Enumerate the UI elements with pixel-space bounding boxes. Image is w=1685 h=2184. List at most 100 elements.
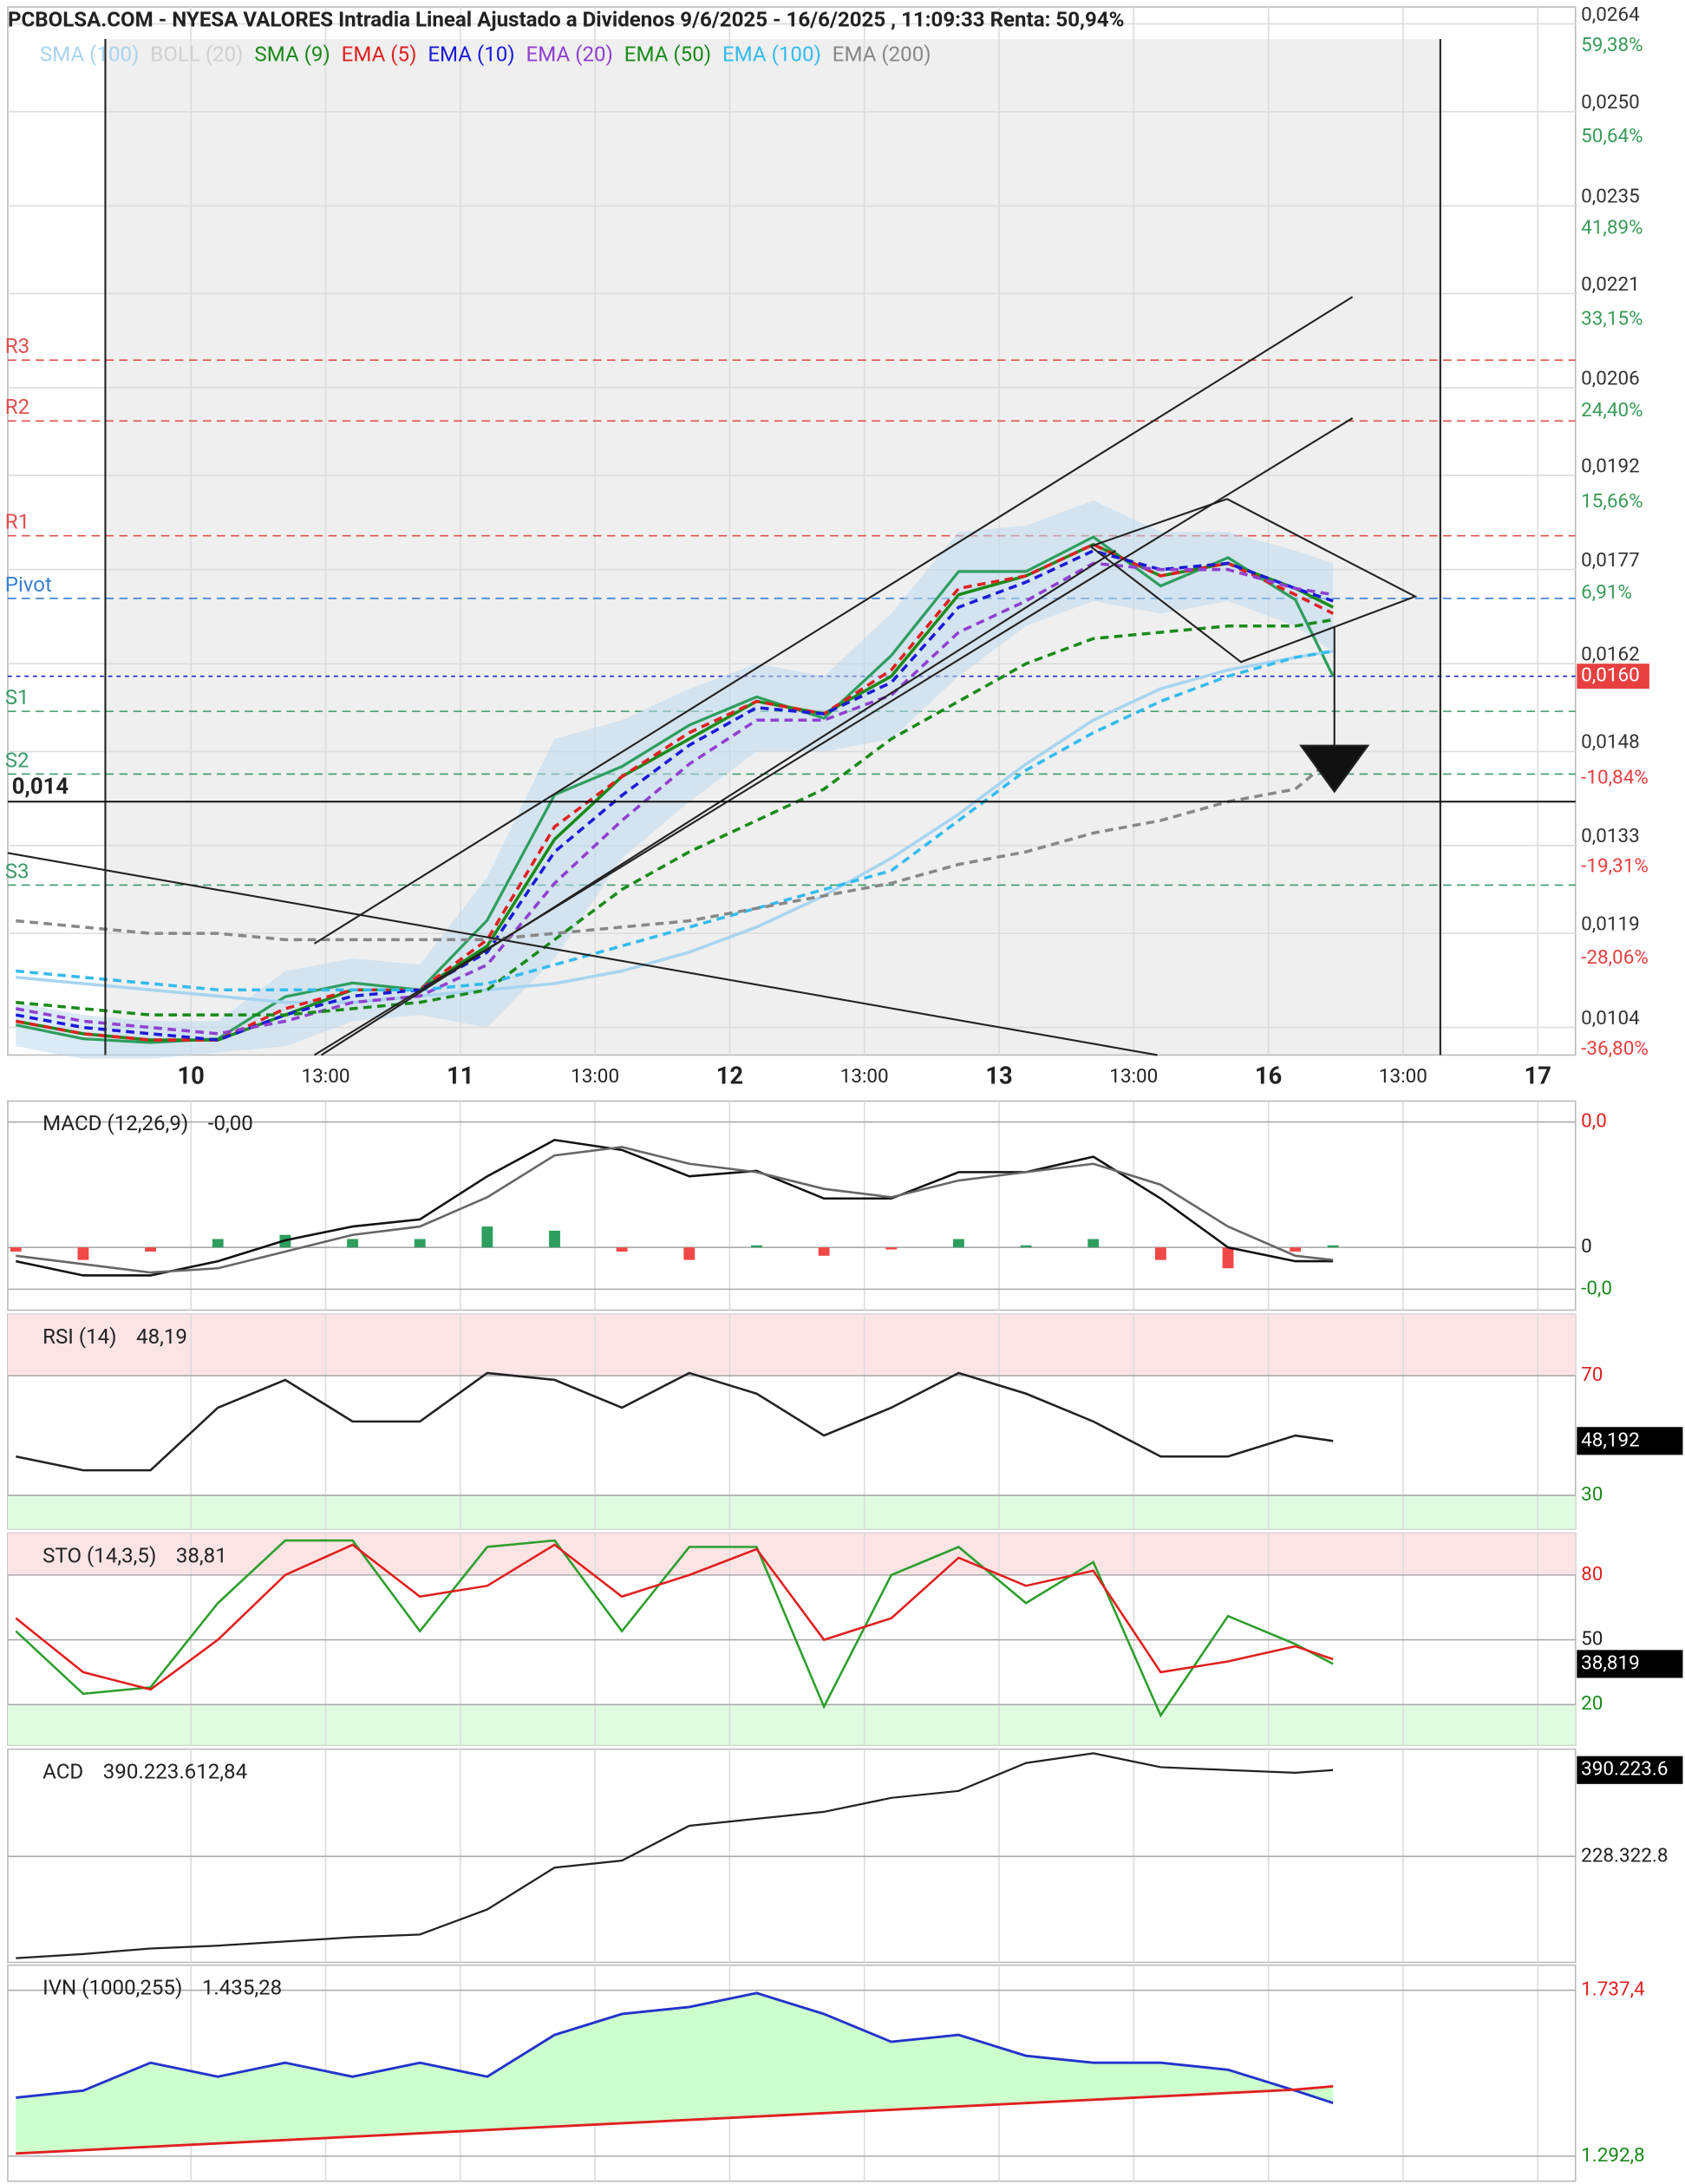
legend-entry: EMA (20)	[526, 43, 613, 67]
y2-tick-label: 59,38%	[1581, 34, 1643, 56]
x-tick-label: 13:00	[1379, 1065, 1427, 1088]
overbought-zone	[7, 1533, 1576, 1575]
channel-line	[320, 549, 1117, 1056]
series-line	[16, 1752, 1334, 1959]
x-tick-label: 10	[178, 1062, 205, 1089]
y2-tick-label: -19,31%	[1581, 855, 1649, 878]
x-tick-label: 11	[447, 1062, 473, 1089]
y-tick-label: 0,0177	[1581, 549, 1640, 572]
y-tick-label: 50	[1581, 1628, 1603, 1651]
panel-value: -0,00	[208, 1111, 253, 1135]
panel-value: 48,19	[136, 1324, 187, 1349]
histogram-bar	[1290, 1247, 1302, 1252]
series-line	[16, 1146, 1334, 1274]
pivot-label: R1	[5, 510, 29, 534]
series-line	[15, 1543, 1334, 1691]
grid-layer	[7, 6, 1577, 2182]
plot-layer	[10, 500, 1339, 2155]
last-value-tag	[1577, 1650, 1683, 1678]
panel-frame	[7, 1100, 1577, 1311]
panel-label: ACD	[42, 1759, 83, 1783]
panel-value: 390.223.612,84	[103, 1759, 247, 1783]
series-line	[16, 1991, 1334, 2104]
legend-entry: BOLL (20)	[150, 43, 243, 67]
x-tick-label: 17	[1525, 1062, 1551, 1089]
x-tick-label: 16	[1255, 1062, 1282, 1089]
y-tick-label: 0,0250	[1581, 91, 1640, 114]
legend-entry: SMA (9)	[254, 43, 330, 67]
y-tick-label: 1.292,8	[1581, 2144, 1645, 2167]
series-line	[16, 1138, 1334, 1277]
legend-entry: EMA (50)	[624, 43, 711, 67]
x-tick-label: 13	[985, 1062, 1012, 1089]
series-line	[16, 756, 1335, 942]
histogram-bar	[212, 1239, 224, 1248]
y-tick-label: 228.322.8	[1581, 1844, 1668, 1867]
oversold-zone	[7, 1704, 1576, 1745]
histogram-bar	[1154, 1247, 1166, 1260]
oversold-zone	[7, 1495, 1576, 1529]
legend-entry: EMA (200)	[833, 43, 931, 67]
x-tick-label: 13:00	[840, 1065, 889, 1088]
y2-tick-label: 6,91%	[1581, 581, 1632, 604]
series-line	[15, 561, 1334, 1036]
panel-value: 1.435,28	[202, 1975, 282, 1999]
legend-entry: SMA (100)	[40, 43, 140, 67]
histogram-bar	[549, 1230, 560, 1248]
triangle-pattern	[1089, 498, 1418, 664]
y-tick-label: 20	[1581, 1692, 1603, 1715]
panel-label: IVN (1000,255)	[42, 1975, 182, 1999]
chart-title: PCBOLSA.COM - NYESA VALORES Intradia Lin…	[8, 7, 1124, 31]
y-tick-label: 0,0162	[1581, 643, 1640, 665]
band-fill	[16, 1992, 1334, 2154]
y2-tick-label: -36,80%	[1581, 1037, 1649, 1060]
x-tick-label: 13:00	[1109, 1065, 1158, 1088]
last-value-label: 48,192	[1581, 1429, 1640, 1451]
panel-frame	[7, 1964, 1577, 2182]
histogram-bar	[616, 1247, 628, 1252]
x-tick-label: 13:00	[571, 1065, 619, 1088]
y-tick-label: 0,0119	[1581, 912, 1640, 935]
y2-tick-label: 33,15%	[1581, 308, 1643, 330]
y-tick-label: -0,0	[1581, 1277, 1612, 1299]
panel-label: STO (14,3,5)	[42, 1543, 156, 1567]
last-price-label: 0,0160	[1581, 664, 1640, 687]
y2-tick-label: -28,06%	[1581, 946, 1649, 969]
y2-tick-label: 15,66%	[1581, 490, 1643, 513]
pivot-label: S3	[5, 859, 29, 883]
y-tick-label: 0,0148	[1581, 731, 1640, 754]
y-tick-label: 0,0192	[1581, 455, 1640, 478]
overbought-zone	[7, 1314, 1576, 1376]
histogram-bar	[481, 1226, 493, 1248]
last-value-label: 38,819	[1581, 1651, 1640, 1674]
last-value-label: 390.223.6	[1581, 1758, 1668, 1781]
series-line	[15, 1539, 1334, 1718]
series-line	[16, 618, 1334, 1017]
histogram-bar	[1087, 1239, 1100, 1248]
pivot-label: R3	[5, 334, 29, 358]
pivot-label: S1	[5, 685, 29, 709]
y-tick-label: 0,0264	[1581, 3, 1640, 26]
series-line	[15, 549, 1334, 1042]
legend-entry: EMA (5)	[342, 43, 417, 67]
panel-label: MACD (12,26,9)	[42, 1111, 188, 1135]
series-line	[16, 649, 1334, 991]
histogram-bar	[77, 1247, 89, 1260]
price-line	[15, 535, 1335, 1044]
histogram-bar	[952, 1239, 964, 1248]
histogram-bar	[751, 1245, 762, 1248]
y2-tick-label: -10,84%	[1581, 767, 1649, 789]
legend-entry: EMA (100)	[722, 43, 821, 67]
y-tick-label: 0	[1581, 1235, 1592, 1258]
last-value-tag	[1577, 1756, 1683, 1784]
histogram-bar	[347, 1239, 358, 1248]
bollinger-band	[16, 500, 1334, 1059]
series-line	[16, 2084, 1334, 2155]
pivot-label: Pivot	[5, 572, 52, 597]
y-tick-label: 1.737,4	[1581, 1978, 1645, 2001]
panel-value: 38,81	[176, 1543, 227, 1567]
panel-frame	[7, 6, 1577, 1056]
drawing-tools	[7, 38, 1441, 1056]
last-value-tag	[1577, 1427, 1683, 1455]
